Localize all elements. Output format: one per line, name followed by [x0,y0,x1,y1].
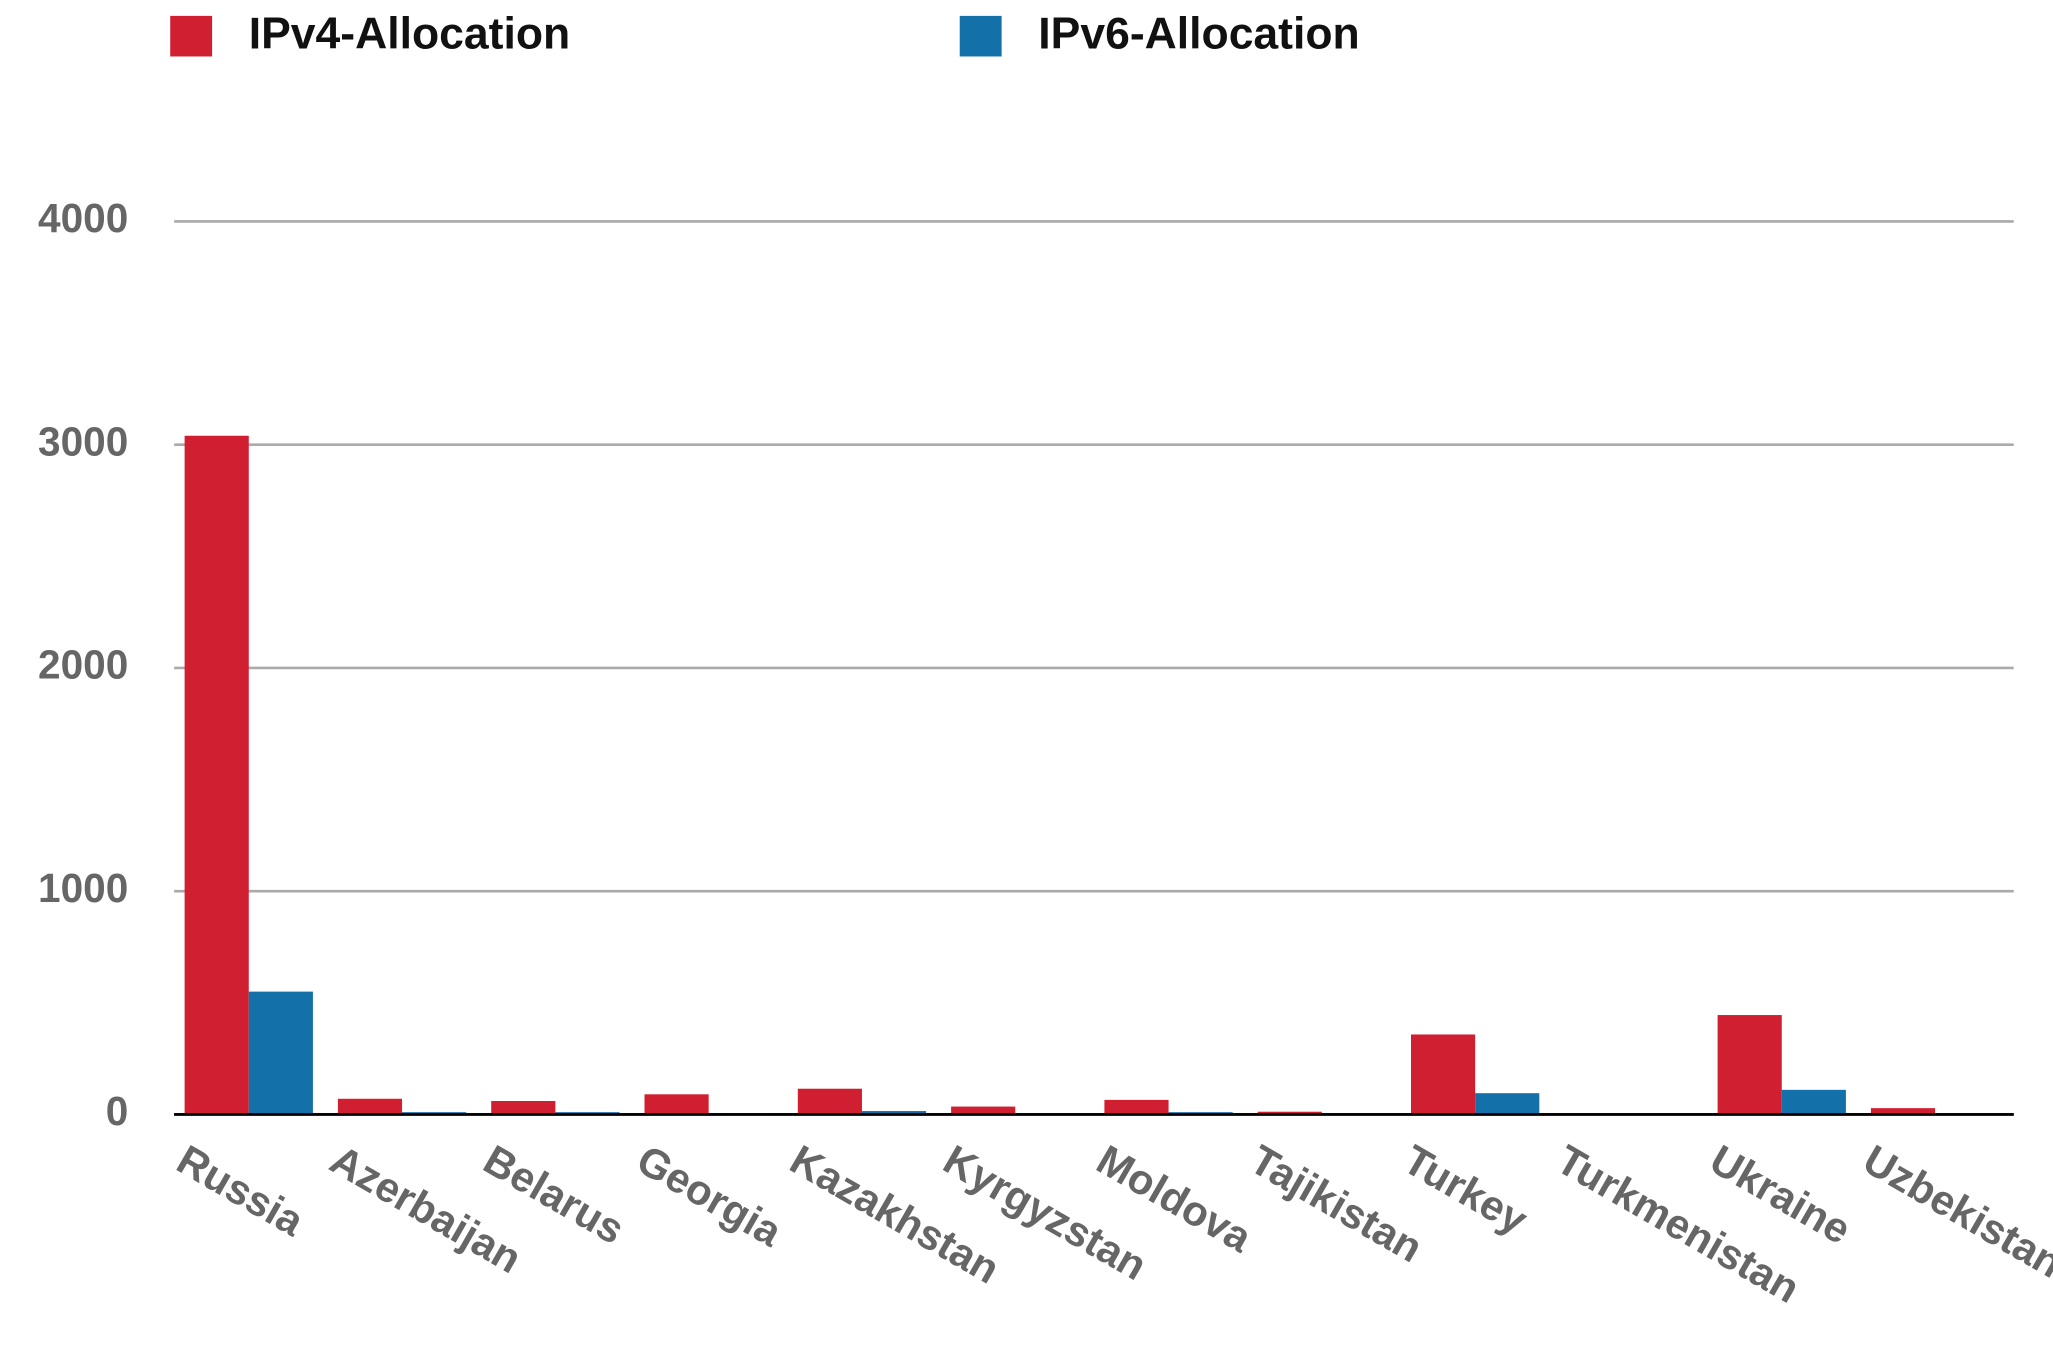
y-tick-label: 4000 [38,195,128,241]
y-tick-label: 2000 [38,642,128,688]
bar [797,1088,862,1115]
legend-label: IPv4-Allocation [249,10,570,59]
y-tick-label: 0 [106,1088,129,1134]
legend-swatch [959,15,1002,57]
legend-label: IPv6-Allocation [1038,10,1359,59]
x-tick-label: Georgia [629,1136,790,1256]
bar [1475,1093,1540,1115]
bar [1717,1015,1782,1115]
bar [861,1111,927,1115]
bar [248,991,313,1115]
bar [184,435,249,1115]
bar [951,1106,1016,1115]
legend-swatch [170,15,213,57]
bar [1104,1099,1169,1115]
bar [1781,1089,1846,1115]
bar [644,1094,709,1115]
x-tick-label: Uzbekistan [1856,1136,2053,1287]
bar [337,1098,403,1115]
x-tick-label: Russia [169,1136,312,1246]
y-tick-label: 1000 [38,865,128,911]
y-tick-label: 3000 [38,418,128,464]
bar [1411,1034,1476,1115]
x-tick-label: Tajikistan [1242,1136,1430,1272]
bar [491,1100,556,1115]
bar [1870,1108,1936,1115]
bar [1257,1111,1322,1115]
